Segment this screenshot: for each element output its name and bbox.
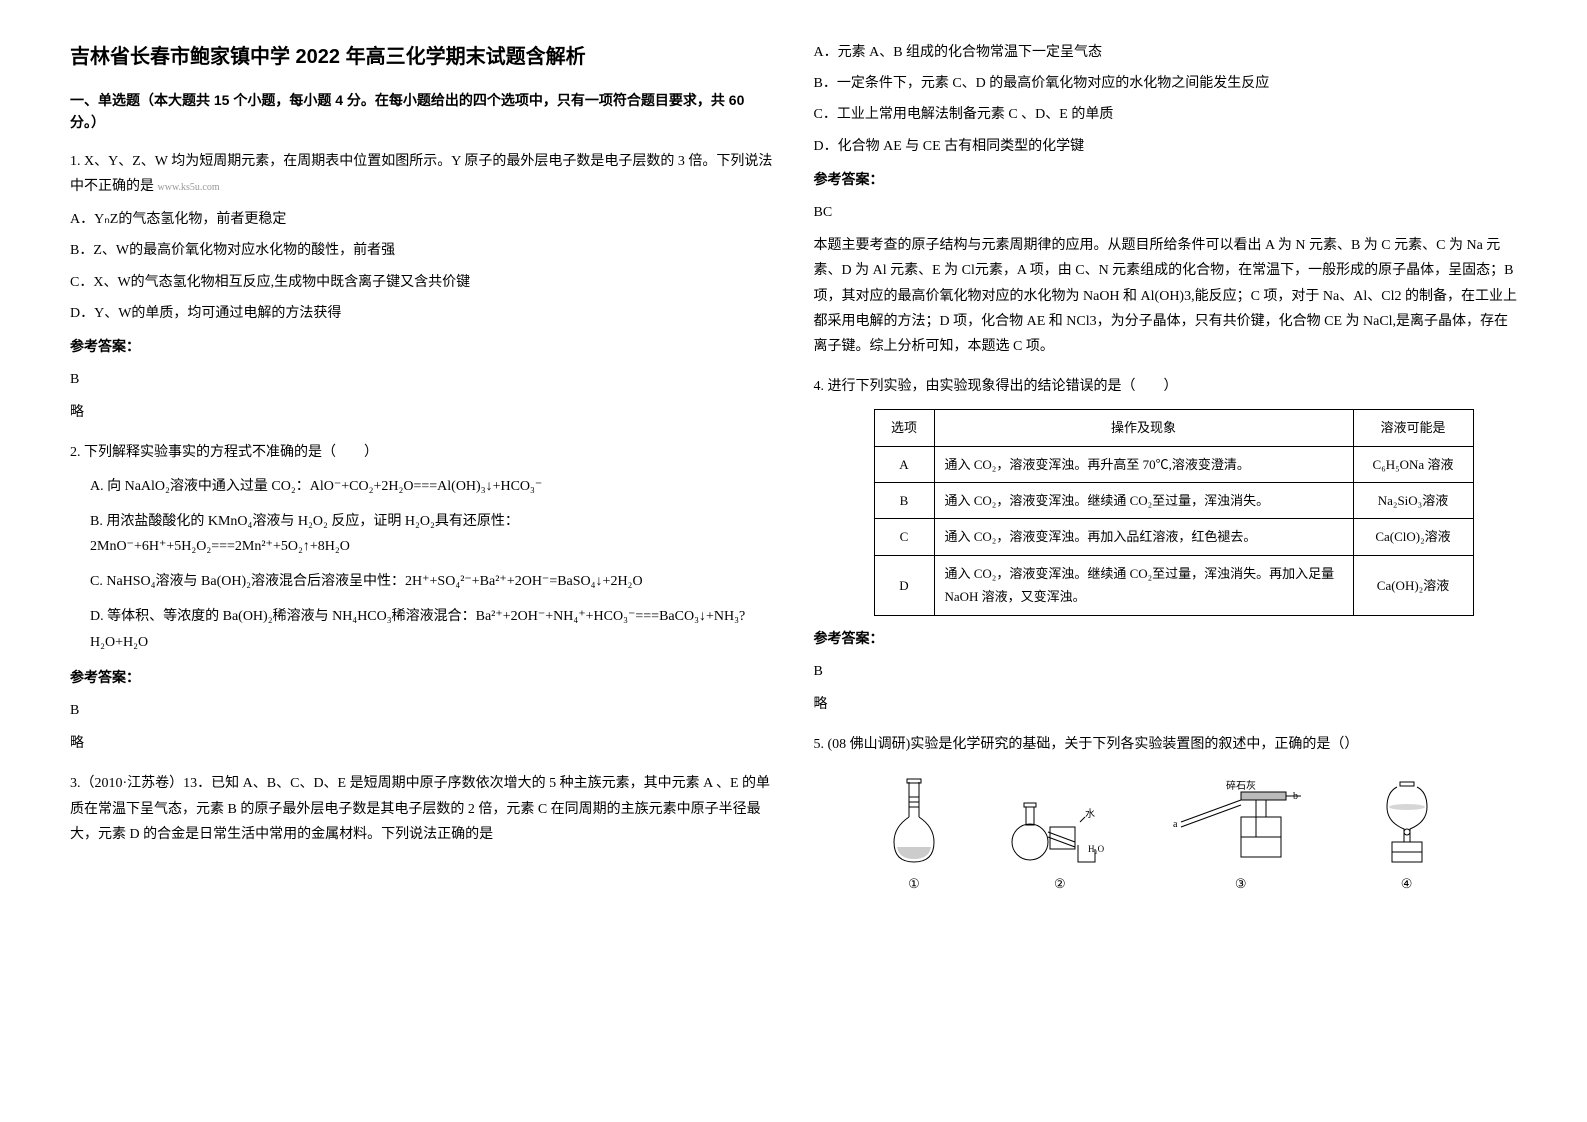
diagram-2-label: ② xyxy=(1054,872,1066,895)
q2-optC: C. NaHSO₄溶液与 Ba(OH)₂溶液混合后溶液呈中性：2H⁺+SO₄²⁻… xyxy=(90,569,774,594)
q3-answer-label: 参考答案： xyxy=(814,167,1518,192)
cell-A-sol: C₆H₅ONa 溶液 xyxy=(1353,446,1473,482)
question-1: 1. X、Y、Z、W 均为短周期元素，在周期表中位置如图所示。Y 原子的最外层电… xyxy=(70,149,774,426)
diagram-3-label: ③ xyxy=(1235,872,1247,895)
water-arrow-label: 水 xyxy=(1085,808,1095,820)
q1-url: www.ks5u.com xyxy=(158,182,220,193)
q5-diagrams: ① 水 H₂O ② 碎石灰 xyxy=(814,777,1518,895)
q1-answer-label: 参考答案： xyxy=(70,334,774,359)
diagram-4-label: ④ xyxy=(1401,872,1413,895)
q2-answer: B xyxy=(70,698,774,723)
cell-A-opt: A xyxy=(874,446,934,482)
q4-answer-label: 参考答案： xyxy=(814,626,1518,651)
table-header-row: 选项 操作及现象 溶液可能是 xyxy=(874,410,1473,446)
diagram-1-label: ① xyxy=(908,872,920,895)
diagram-3: 碎石灰 a b ③ xyxy=(1171,777,1311,895)
table-row: A 通入 CO₂，溶液变浑浊。再升高至 70℃,溶液变澄清。 C₆H₅ONa 溶… xyxy=(874,446,1473,482)
right-column: A．元素 A、B 组成的化合物常温下一定呈气态 B．一定条件下，元素 C、D 的… xyxy=(794,40,1538,1082)
diagram-4: ④ xyxy=(1362,777,1452,895)
q1-optB: B．Z、W的最高价氧化物对应水化物的酸性，前者强 xyxy=(70,238,774,263)
cell-A-op: 通入 CO₂，溶液变浑浊。再升高至 70℃,溶液变澄清。 xyxy=(934,446,1353,482)
table-row: C 通入 CO₂，溶液变浑浊。再加入品红溶液，红色褪去。 Ca(ClO)₂溶液 xyxy=(874,519,1473,555)
q4-text: 4. 进行下列实验，由实验现象得出的结论错误的是（ ） xyxy=(814,374,1518,399)
question-2: 2. 下列解释实验事实的方程式不准确的是（ ） A. 向 NaAlO₂溶液中通入… xyxy=(70,440,774,756)
q2-optA: A. 向 NaAlO₂溶液中通入过量 CO₂：AlO⁻+CO₂+2H₂O===A… xyxy=(90,474,774,499)
question-3-continued: A．元素 A、B 组成的化合物常温下一定呈气态 B．一定条件下，元素 C、D 的… xyxy=(814,40,1518,359)
cell-B-sol: Na₂SiO₃溶液 xyxy=(1353,483,1473,519)
section-header: 一、单选题（本大题共 15 个小题，每小题 4 分。在每小题给出的四个选项中，只… xyxy=(70,89,774,134)
gas-collection-icon: 碎石灰 a b xyxy=(1171,777,1311,867)
q3-optB: B．一定条件下，元素 C、D 的最高价氧化物对应的水化物之间能发生反应 xyxy=(814,71,1518,96)
q3-optC: C．工业上常用电解法制备元素 C 、D、E 的单质 xyxy=(814,102,1518,127)
question-3: 3.（2010·江苏卷）13．已知 A、B、C、D、E 是短周期中原子序数依次增… xyxy=(70,771,774,847)
q2-optB: B. 用浓盐酸酸化的 KMnO₄溶液与 H₂O₂ 反应，证明 H₂O₂具有还原性… xyxy=(90,509,774,559)
cell-B-op: 通入 CO₂，溶液变浑浊。继续通 CO₂至过量，浑浊消失。 xyxy=(934,483,1353,519)
cell-D-op: 通入 CO₂，溶液变浑浊。继续通 CO₂至过量，浑浊消失。再加入足量 NaOH … xyxy=(934,555,1353,615)
q1-optA: A．YₙZ的气态氢化物，前者更稳定 xyxy=(70,207,774,232)
q2-text: 2. 下列解释实验事实的方程式不准确的是（ ） xyxy=(70,440,774,465)
cell-C-sol: Ca(ClO)₂溶液 xyxy=(1353,519,1473,555)
q1-answer: B xyxy=(70,367,774,392)
q4-table: 选项 操作及现象 溶液可能是 A 通入 CO₂，溶液变浑浊。再升高至 70℃,溶… xyxy=(874,409,1474,615)
cell-D-opt: D xyxy=(874,555,934,615)
q3-optA: A．元素 A、B 组成的化合物常温下一定呈气态 xyxy=(814,40,1518,65)
q1-optD: D．Y、W的单质，均可通过电解的方法获得 xyxy=(70,301,774,326)
table-row: D 通入 CO₂，溶液变浑浊。继续通 CO₂至过量，浑浊消失。再加入足量 NaO… xyxy=(874,555,1473,615)
question-5: 5. (08 佛山调研)实验是化学研究的基础，关于下列各实验装置图的叙述中，正确… xyxy=(814,732,1518,896)
distillation-icon: 水 H₂O xyxy=(1000,777,1120,867)
q1-optC: C．X、W的气态氢化物相互反应,生成物中既含离子键又含共价键 xyxy=(70,270,774,295)
q4-answer: B xyxy=(814,659,1518,684)
q2-optD: D. 等体积、等浓度的 Ba(OH)₂稀溶液与 NH₄HCO₃稀溶液混合：Ba²… xyxy=(90,604,774,654)
left-column: 吉林省长春市鲍家镇中学 2022 年高三化学期末试题含解析 一、单选题（本大题共… xyxy=(50,40,794,1082)
q2-brief: 略 xyxy=(70,731,774,756)
q4-brief: 略 xyxy=(814,692,1518,717)
h2o-label: H₂O xyxy=(1088,844,1105,854)
cell-C-opt: C xyxy=(874,519,934,555)
diagram-2: 水 H₂O ② xyxy=(1000,777,1120,895)
q1-text: 1. X、Y、Z、W 均为短周期元素，在周期表中位置如图所示。Y 原子的最外层电… xyxy=(70,149,774,199)
cell-B-opt: B xyxy=(874,483,934,519)
q3-optD: D．化合物 AE 与 CE 古有相同类型的化学键 xyxy=(814,134,1518,159)
th-solution: 溶液可能是 xyxy=(1353,410,1473,446)
q3-text: 3.（2010·江苏卷）13．已知 A、B、C、D、E 是短周期中原子序数依次增… xyxy=(70,771,774,847)
cinder-label: 碎石灰 xyxy=(1226,779,1256,792)
diagram-1: ① xyxy=(879,777,949,895)
table-row: B 通入 CO₂，溶液变浑浊。继续通 CO₂至过量，浑浊消失。 Na₂SiO₃溶… xyxy=(874,483,1473,519)
th-operation: 操作及现象 xyxy=(934,410,1353,446)
q3-explanation: 本题主要考查的原子结构与元素周期律的应用。从题目所给条件可以看出 A 为 N 元… xyxy=(814,233,1518,359)
page-title: 吉林省长春市鲍家镇中学 2022 年高三化学期末试题含解析 xyxy=(70,40,774,69)
volumetric-flask-icon xyxy=(879,777,949,867)
cell-D-sol: Ca(OH)₂溶液 xyxy=(1353,555,1473,615)
q5-text: 5. (08 佛山调研)实验是化学研究的基础，关于下列各实验装置图的叙述中，正确… xyxy=(814,732,1518,757)
question-4: 4. 进行下列实验，由实验现象得出的结论错误的是（ ） 选项 操作及现象 溶液可… xyxy=(814,374,1518,717)
cell-C-op: 通入 CO₂，溶液变浑浊。再加入品红溶液，红色褪去。 xyxy=(934,519,1353,555)
q1-brief: 略 xyxy=(70,400,774,425)
separating-funnel-icon xyxy=(1362,777,1452,867)
q2-answer-label: 参考答案： xyxy=(70,665,774,690)
a-label: a xyxy=(1173,819,1178,830)
q3-answer: BC xyxy=(814,200,1518,225)
th-option: 选项 xyxy=(874,410,934,446)
